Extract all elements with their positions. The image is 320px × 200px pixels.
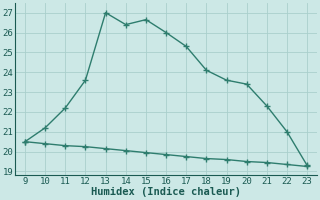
X-axis label: Humidex (Indice chaleur): Humidex (Indice chaleur): [91, 187, 241, 197]
